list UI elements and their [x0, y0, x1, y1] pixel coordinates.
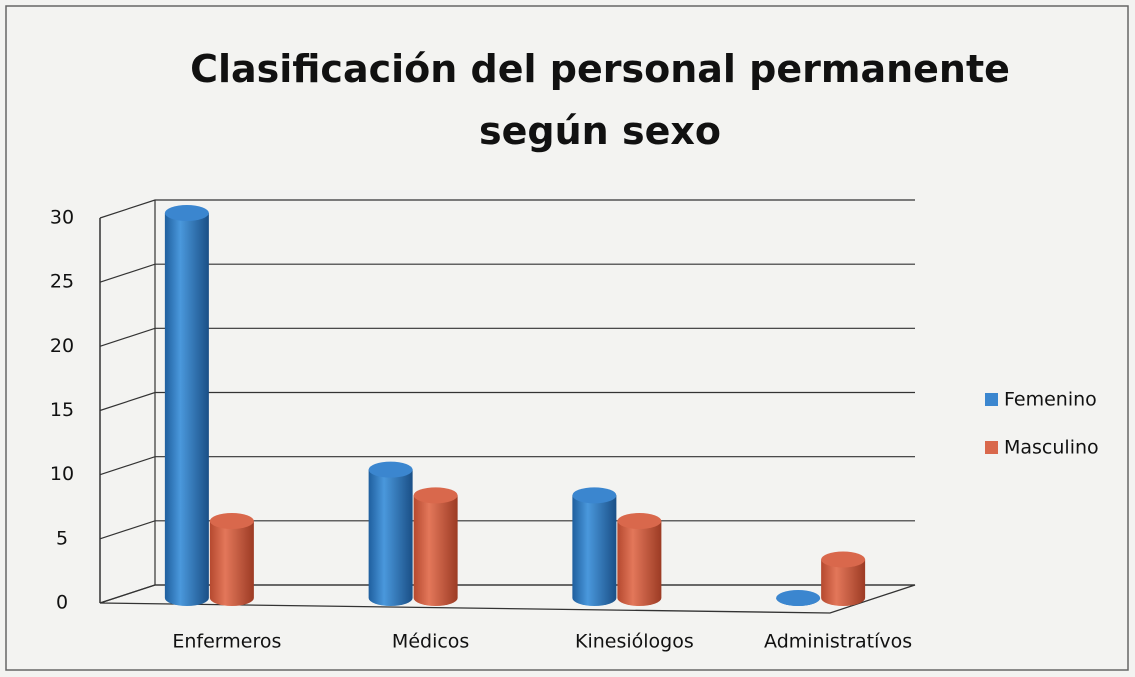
bar-top [572, 487, 617, 504]
bar-body [164, 213, 209, 606]
grid-line [99, 456, 915, 476]
legend-label: Femenino [1004, 389, 1097, 411]
y-tick-label: 0 [56, 592, 68, 614]
y-tick-label: 10 [50, 463, 74, 485]
bar [776, 590, 821, 606]
bar-top [776, 590, 821, 606]
bar-top [413, 487, 458, 504]
bar [209, 513, 254, 606]
y-tick-label: 25 [50, 271, 74, 293]
bar [164, 205, 209, 606]
bar [368, 461, 413, 606]
grid-line [99, 584, 915, 604]
bar [617, 513, 662, 606]
grid-line [99, 327, 915, 347]
x-tick-label: Administratívos [764, 631, 912, 653]
y-tick-label: 30 [50, 207, 74, 229]
x-tick-label: Kinesiólogos [575, 631, 694, 653]
x-tick-label: Enfermeros [172, 631, 281, 653]
bar-body [617, 521, 662, 606]
y-tick-label: 20 [50, 335, 74, 357]
chart-title: Clasificación del personal permanente se… [190, 47, 1010, 153]
y-tick-label: 5 [56, 527, 68, 549]
grid-line [99, 263, 915, 283]
grid-line [99, 520, 915, 540]
bar [413, 487, 458, 606]
bar-top [368, 461, 413, 478]
y-tick-label: 15 [50, 399, 74, 421]
legend-label: Masculino [1004, 437, 1099, 459]
bar-body [821, 559, 866, 606]
bar-body [572, 495, 617, 606]
frame [5, 5, 1129, 671]
grid-line [99, 199, 915, 219]
bar-body [368, 469, 413, 606]
bar-top [164, 205, 209, 221]
legend-swatch [985, 441, 998, 454]
bar-top [209, 513, 254, 529]
bar-top [617, 513, 662, 529]
legend-swatch [985, 393, 998, 406]
bar [821, 551, 866, 606]
bar-body [209, 521, 254, 606]
grid-line [99, 391, 915, 412]
bar [572, 487, 617, 606]
bar-top [821, 551, 866, 568]
x-tick-label: Médicos [392, 631, 469, 653]
bar-body [413, 495, 458, 606]
